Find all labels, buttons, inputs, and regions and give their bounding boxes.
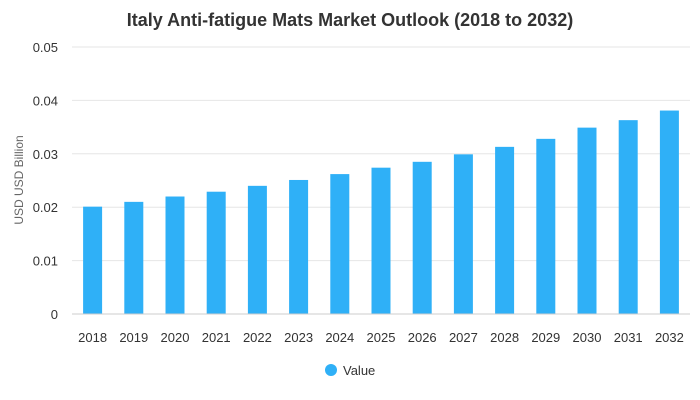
- x-tick-label: 2023: [284, 330, 313, 345]
- bar-2019[interactable]: [124, 201, 144, 314]
- x-tick-label: 2031: [614, 330, 643, 345]
- x-tick-label: 2030: [573, 330, 602, 345]
- legend-label-value: Value: [343, 363, 375, 378]
- bar-2025[interactable]: [371, 167, 391, 314]
- x-tick-label: 2022: [243, 330, 272, 345]
- bar-2028[interactable]: [495, 146, 515, 314]
- x-tick-label: 2020: [161, 330, 190, 345]
- chart-title: Italy Anti-fatigue Mats Market Outlook (…: [127, 10, 573, 30]
- x-tick-label: 2029: [531, 330, 560, 345]
- y-tick-label: 0.01: [33, 254, 58, 269]
- x-tick-label: 2024: [325, 330, 354, 345]
- y-tick-label: 0: [51, 307, 58, 322]
- bars: [83, 110, 679, 315]
- bar-2032[interactable]: [659, 110, 679, 315]
- bar-2026[interactable]: [412, 161, 432, 314]
- bar-2021[interactable]: [206, 191, 226, 314]
- y-axis-label: USD USD Billion: [12, 135, 26, 224]
- y-tick-label: 0.04: [33, 93, 58, 108]
- bar-2022[interactable]: [247, 185, 267, 314]
- x-tick-label: 2018: [78, 330, 107, 345]
- bar-2029[interactable]: [536, 138, 556, 314]
- x-tick-label: 2021: [202, 330, 231, 345]
- x-axis-ticks: 2018 2019 2020 2021 2022 2023 2024 2025 2026 2027…: [78, 330, 684, 345]
- bar-2020[interactable]: [165, 196, 185, 314]
- bar-2027[interactable]: [453, 154, 473, 314]
- x-tick-label: 2019: [119, 330, 148, 345]
- bar-2030[interactable]: [577, 127, 597, 314]
- x-tick-label: 2025: [367, 330, 396, 345]
- legend-swatch-value: [325, 364, 337, 376]
- x-tick-label: 2028: [490, 330, 519, 345]
- y-tick-label: 0.03: [33, 147, 58, 162]
- bar-2018[interactable]: [83, 206, 103, 314]
- x-tick-label: 2027: [449, 330, 478, 345]
- y-tick-label: 0.02: [33, 200, 58, 215]
- bar-2024[interactable]: [330, 174, 350, 314]
- legend[interactable]: Value: [325, 363, 375, 378]
- bar-2031[interactable]: [618, 120, 638, 315]
- y-axis-ticks: 0 0.01 0.02 0.03 0.04 0.05: [33, 40, 58, 322]
- x-tick-label: 2032: [655, 330, 684, 345]
- x-tick-label: 2026: [408, 330, 437, 345]
- bar-2023[interactable]: [289, 179, 309, 314]
- y-tick-label: 0.05: [33, 40, 58, 55]
